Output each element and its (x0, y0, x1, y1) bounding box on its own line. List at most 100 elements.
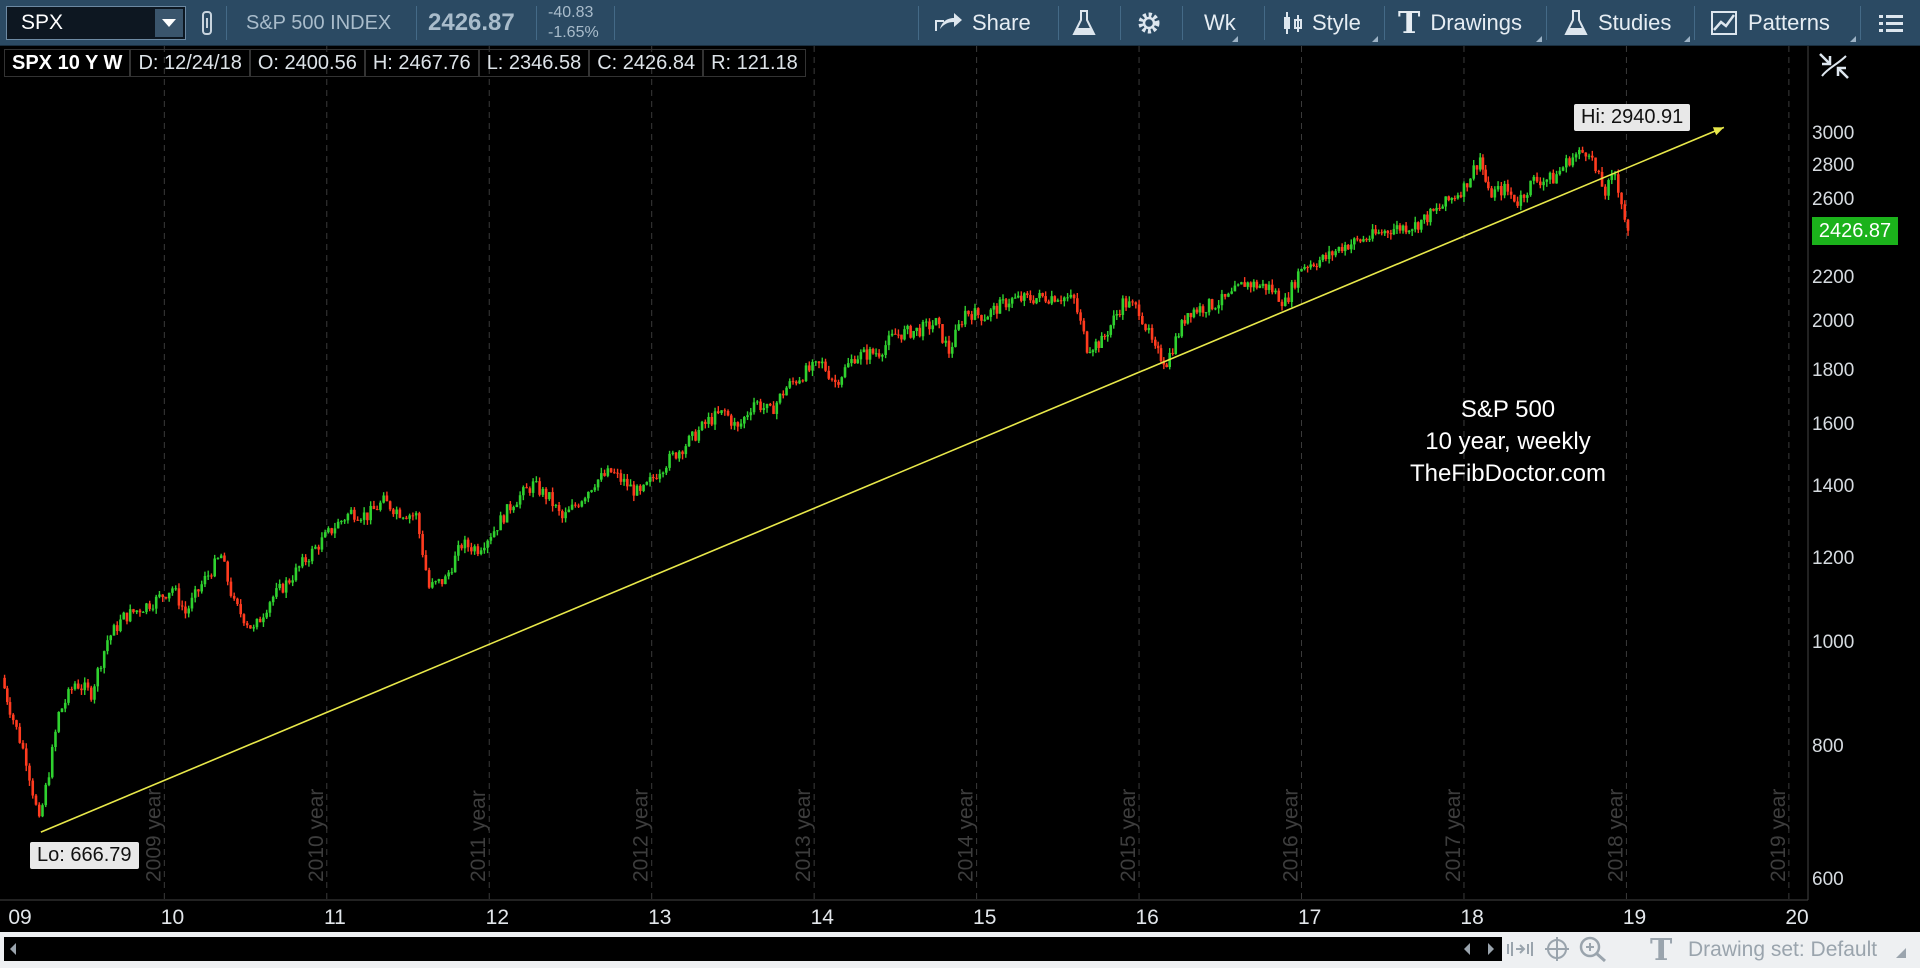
symbol-selector[interactable]: SPX (6, 6, 186, 40)
candle-body (203, 575, 207, 585)
candle-body (421, 534, 424, 555)
crosshair-icon[interactable] (1544, 936, 1570, 967)
candle-body (710, 416, 714, 425)
candle-body (1321, 254, 1325, 261)
candle-body (379, 502, 382, 510)
candle-body (1144, 324, 1147, 331)
year-label: 2018 year (1604, 789, 1627, 882)
candle-body (788, 381, 792, 388)
candle-body (652, 477, 655, 479)
link-icon[interactable] (196, 0, 218, 46)
scroll-left-icon[interactable] (8, 941, 18, 962)
text-tool-icon: T (1398, 5, 1421, 41)
zoom-icon[interactable] (1578, 935, 1608, 968)
candle-body (171, 588, 174, 593)
candle-body (1435, 207, 1438, 211)
candle-body (392, 509, 395, 515)
candle-body (141, 611, 145, 613)
candle-body (1280, 301, 1284, 307)
chart-description[interactable]: SPX 10 Y W (4, 49, 131, 77)
price-chart[interactable]: 2009 year 2010 year 2011 year 2012 year 2013… (0, 0, 1920, 932)
candle-body (564, 512, 567, 519)
scroll-right-icon[interactable] (1486, 941, 1496, 962)
candle-body (1128, 301, 1131, 308)
candle-body (1578, 149, 1581, 155)
candle-body (1032, 300, 1035, 304)
scroll-back-icon[interactable] (1462, 941, 1472, 962)
candle-body (1243, 282, 1246, 287)
gear-icon[interactable] (1134, 0, 1164, 46)
candle-body (1300, 268, 1303, 272)
candle-body (1484, 169, 1487, 182)
drawing-set-selector[interactable]: Drawing set: Default (1688, 938, 1878, 961)
candle-body (1519, 194, 1523, 206)
style-button[interactable]: Style (1280, 0, 1380, 46)
candle-body (807, 365, 811, 371)
candle-body (89, 687, 93, 700)
candle-body (921, 321, 925, 337)
candle-body (1450, 198, 1454, 201)
drawings-button[interactable]: T Drawings (1398, 0, 1544, 46)
x-tick-label: 17 (1298, 906, 1321, 929)
candles (3, 146, 1630, 818)
candle-body (551, 492, 554, 507)
drawing-text-icon[interactable]: T (1650, 933, 1673, 968)
x-tick-label: 19 (1623, 906, 1646, 929)
candle-body (1565, 158, 1568, 168)
symbol-dropdown-button[interactable] (155, 9, 183, 37)
corner-arrow-icon (1536, 36, 1542, 42)
candle-body (15, 720, 18, 727)
divider (1694, 6, 1695, 40)
candle-body (206, 575, 210, 577)
candle-body (96, 668, 100, 687)
flask-icon[interactable] (1070, 0, 1098, 46)
horizontal-scrollbar[interactable] (4, 937, 1502, 961)
candle-body (1004, 299, 1008, 308)
candle-body (1500, 186, 1503, 196)
candle-body (1407, 230, 1411, 233)
candle-body (897, 334, 900, 336)
candle-body (639, 485, 642, 491)
candle-body (190, 597, 194, 609)
year-label: 2016 year (1280, 789, 1303, 882)
change-value: -40.83 (548, 4, 594, 21)
candle-body (86, 682, 90, 688)
candle-body (1290, 282, 1294, 303)
candle-body (733, 422, 736, 426)
candle-body (405, 517, 408, 519)
chevron-down-icon (162, 19, 176, 27)
candle-body (1296, 271, 1300, 288)
candle-body (906, 325, 909, 330)
candle-body (1318, 260, 1322, 267)
candle-body (434, 581, 437, 583)
candle-body (1327, 251, 1331, 260)
studies-button[interactable]: Studies (1564, 0, 1692, 46)
candle-body (213, 558, 216, 577)
menu-icon[interactable] (1874, 0, 1908, 46)
collapse-icon[interactable] (1816, 50, 1852, 82)
share-button[interactable]: Share (934, 0, 1031, 46)
candle-body (704, 421, 707, 424)
candle-body (1201, 306, 1205, 313)
candle-body (193, 589, 197, 598)
patterns-button[interactable]: Patterns (1710, 0, 1858, 46)
candle-body (1410, 229, 1414, 231)
candle-body (1147, 327, 1151, 331)
aggregation-button[interactable]: Wk (1204, 0, 1240, 46)
zoom-fit-icon[interactable] (1506, 938, 1536, 965)
candle-body (1112, 315, 1116, 326)
candle-body (577, 505, 580, 507)
candle-body (661, 472, 665, 474)
candle-body (333, 528, 337, 534)
candle-body (726, 410, 730, 416)
year-labels: 2009 year 2010 year 2011 year 2012 year 2013… (142, 789, 1790, 882)
candle-body (1426, 214, 1429, 223)
symbol-input[interactable]: SPX (21, 11, 64, 34)
candle-body (128, 609, 132, 622)
candle-body (865, 349, 869, 360)
candle-body (1623, 204, 1627, 220)
candle-body (909, 325, 912, 338)
candle-body (453, 555, 457, 573)
candle-body (522, 487, 525, 496)
last-price: 2426.87 (428, 9, 515, 36)
